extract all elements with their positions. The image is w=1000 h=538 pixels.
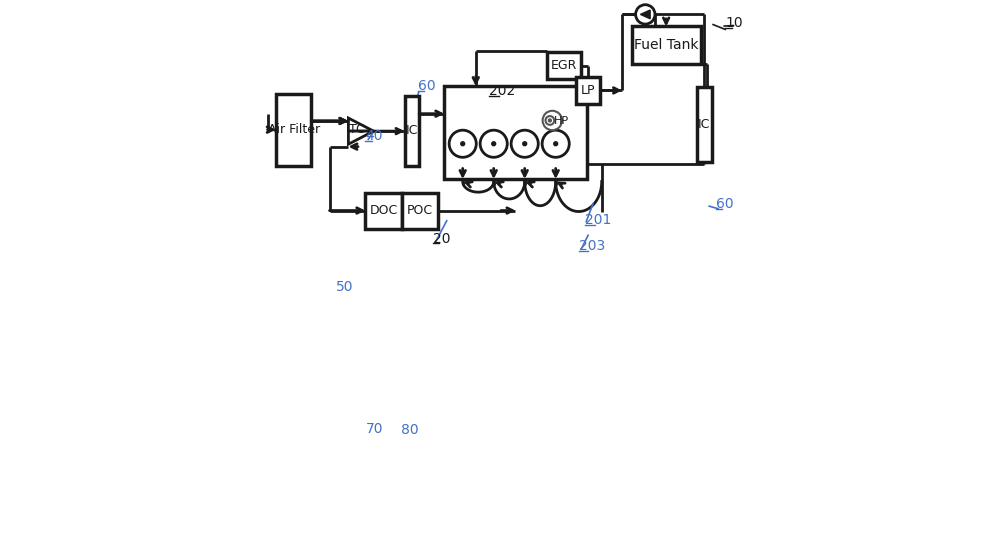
Text: POC: POC — [407, 204, 433, 217]
Text: 202: 202 — [489, 84, 516, 98]
Circle shape — [554, 142, 558, 146]
Text: DOC: DOC — [369, 204, 398, 217]
Bar — [276, 94, 311, 166]
Bar — [405, 96, 419, 166]
Text: 201: 201 — [585, 213, 612, 226]
Text: EGR: EGR — [551, 59, 577, 72]
Polygon shape — [348, 118, 374, 131]
Circle shape — [449, 130, 476, 157]
Circle shape — [636, 5, 655, 24]
Circle shape — [461, 142, 465, 146]
Circle shape — [542, 130, 569, 157]
Text: IC: IC — [698, 118, 711, 131]
Polygon shape — [348, 131, 374, 144]
Text: 20: 20 — [433, 232, 451, 246]
Text: 203: 203 — [579, 239, 605, 253]
Text: 80: 80 — [401, 423, 418, 437]
Text: 70: 70 — [366, 422, 384, 436]
Circle shape — [543, 111, 562, 130]
Text: 10: 10 — [725, 16, 743, 30]
Bar — [697, 87, 712, 161]
Bar — [632, 26, 701, 64]
Bar — [402, 193, 438, 229]
Text: 50: 50 — [336, 280, 354, 294]
Circle shape — [546, 116, 554, 125]
Text: IC: IC — [406, 124, 418, 137]
Polygon shape — [640, 10, 650, 19]
Text: 60: 60 — [716, 197, 734, 211]
Text: TC: TC — [349, 123, 365, 136]
Circle shape — [523, 142, 527, 146]
Text: LP: LP — [581, 84, 595, 97]
Circle shape — [511, 130, 538, 157]
Circle shape — [548, 119, 551, 122]
Bar — [365, 193, 402, 229]
Text: 60: 60 — [418, 79, 435, 93]
Circle shape — [480, 130, 507, 157]
Bar — [547, 52, 581, 79]
Text: Air Filter: Air Filter — [268, 123, 320, 136]
Bar — [576, 77, 600, 104]
Circle shape — [492, 142, 496, 146]
Text: 40: 40 — [365, 129, 383, 143]
Text: Fuel Tank: Fuel Tank — [634, 38, 698, 52]
Text: HP: HP — [554, 116, 569, 126]
Bar — [444, 86, 587, 179]
